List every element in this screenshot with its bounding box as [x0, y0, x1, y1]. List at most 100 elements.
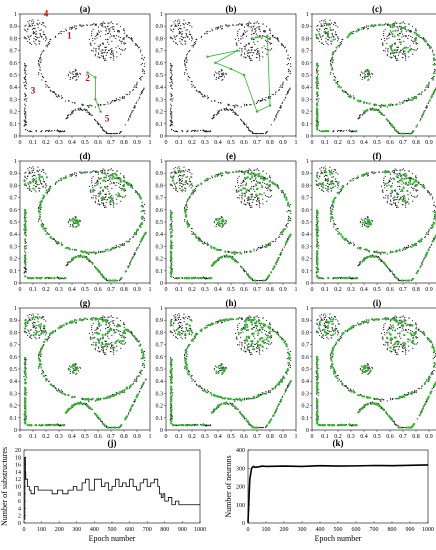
data-point — [265, 36, 267, 39]
data-point — [217, 219, 219, 221]
data-point — [385, 23, 387, 25]
data-point — [388, 184, 390, 186]
data-point — [394, 26, 396, 28]
data-point — [99, 170, 101, 172]
data-point — [102, 52, 104, 54]
neuron — [109, 174, 112, 177]
data-point — [268, 29, 271, 31]
data-point — [180, 182, 182, 185]
data-point — [395, 204, 397, 207]
data-point — [261, 244, 263, 247]
data-point — [112, 54, 114, 56]
data-point — [24, 85, 26, 87]
data-point — [364, 73, 366, 76]
neuron — [124, 270, 127, 273]
neuron — [129, 185, 133, 188]
data-point — [123, 38, 125, 41]
data-point — [285, 51, 288, 53]
data-point — [25, 80, 27, 82]
data-point — [383, 197, 385, 199]
neuron — [368, 102, 371, 105]
neuron — [140, 222, 143, 226]
neuron — [348, 130, 352, 133]
data-point — [136, 231, 138, 233]
x-tick-label: 0.2 — [334, 140, 342, 146]
data-point — [74, 108, 76, 110]
data-point — [48, 86, 50, 89]
data-point — [410, 132, 413, 135]
neuron — [367, 78, 370, 81]
neuron — [264, 245, 268, 249]
data-point — [419, 120, 421, 122]
data-point — [104, 251, 106, 253]
data-point — [247, 43, 250, 45]
x-tick-label: 0.7 — [107, 140, 115, 146]
data-point — [415, 177, 418, 179]
data-point — [364, 70, 366, 73]
data-point — [126, 36, 128, 38]
data-point — [185, 22, 187, 24]
data-point — [133, 86, 135, 89]
data-point — [93, 194, 95, 196]
data-point — [269, 32, 271, 34]
data-point — [250, 33, 253, 36]
neuron — [170, 246, 173, 249]
neuron — [433, 59, 436, 62]
data-point — [102, 55, 105, 57]
y-tick-label: 0 — [160, 134, 163, 140]
data-point — [243, 270, 245, 272]
data-point — [251, 185, 253, 188]
data-point — [24, 175, 26, 177]
data-point — [277, 111, 279, 114]
data-point — [98, 31, 100, 33]
data-point — [32, 30, 35, 33]
data-point — [63, 130, 65, 132]
data-point — [144, 63, 146, 65]
data-point — [71, 27, 73, 29]
data-point — [258, 173, 260, 175]
data-point — [408, 203, 410, 205]
data-point — [98, 53, 100, 55]
data-point — [79, 171, 81, 173]
data-point — [115, 97, 117, 100]
data-point — [97, 177, 100, 179]
data-point — [94, 106, 96, 108]
neuron — [215, 248, 218, 251]
data-point — [365, 218, 367, 220]
data-point — [143, 72, 145, 74]
data-point — [364, 223, 366, 226]
neuron — [200, 182, 203, 185]
data-point — [170, 120, 172, 123]
data-point — [39, 66, 41, 69]
data-point — [97, 52, 100, 54]
neuron — [77, 220, 80, 223]
data-point — [113, 183, 115, 185]
data-point — [247, 126, 249, 129]
data-point — [115, 100, 117, 102]
neuron — [100, 274, 104, 277]
neuron — [23, 180, 26, 183]
data-point — [415, 41, 417, 44]
x-tick-label: 0 — [165, 140, 168, 146]
neuron — [408, 132, 412, 135]
data-point — [416, 48, 419, 50]
data-point — [178, 27, 181, 29]
neuron — [38, 210, 41, 214]
data-point — [405, 28, 407, 30]
data-point — [169, 112, 172, 114]
data-point — [201, 95, 203, 97]
data-point — [46, 85, 48, 87]
neuron — [423, 38, 426, 41]
neuron — [374, 24, 377, 27]
data-point — [115, 47, 117, 49]
data-point — [365, 71, 367, 73]
neuron — [95, 251, 98, 255]
data-point — [91, 114, 93, 116]
data-point — [79, 72, 81, 74]
neuron — [330, 58, 333, 61]
data-point — [188, 76, 191, 79]
data-point — [256, 48, 258, 50]
data-point — [46, 232, 48, 234]
neuron — [257, 175, 260, 178]
data-point — [35, 33, 38, 35]
